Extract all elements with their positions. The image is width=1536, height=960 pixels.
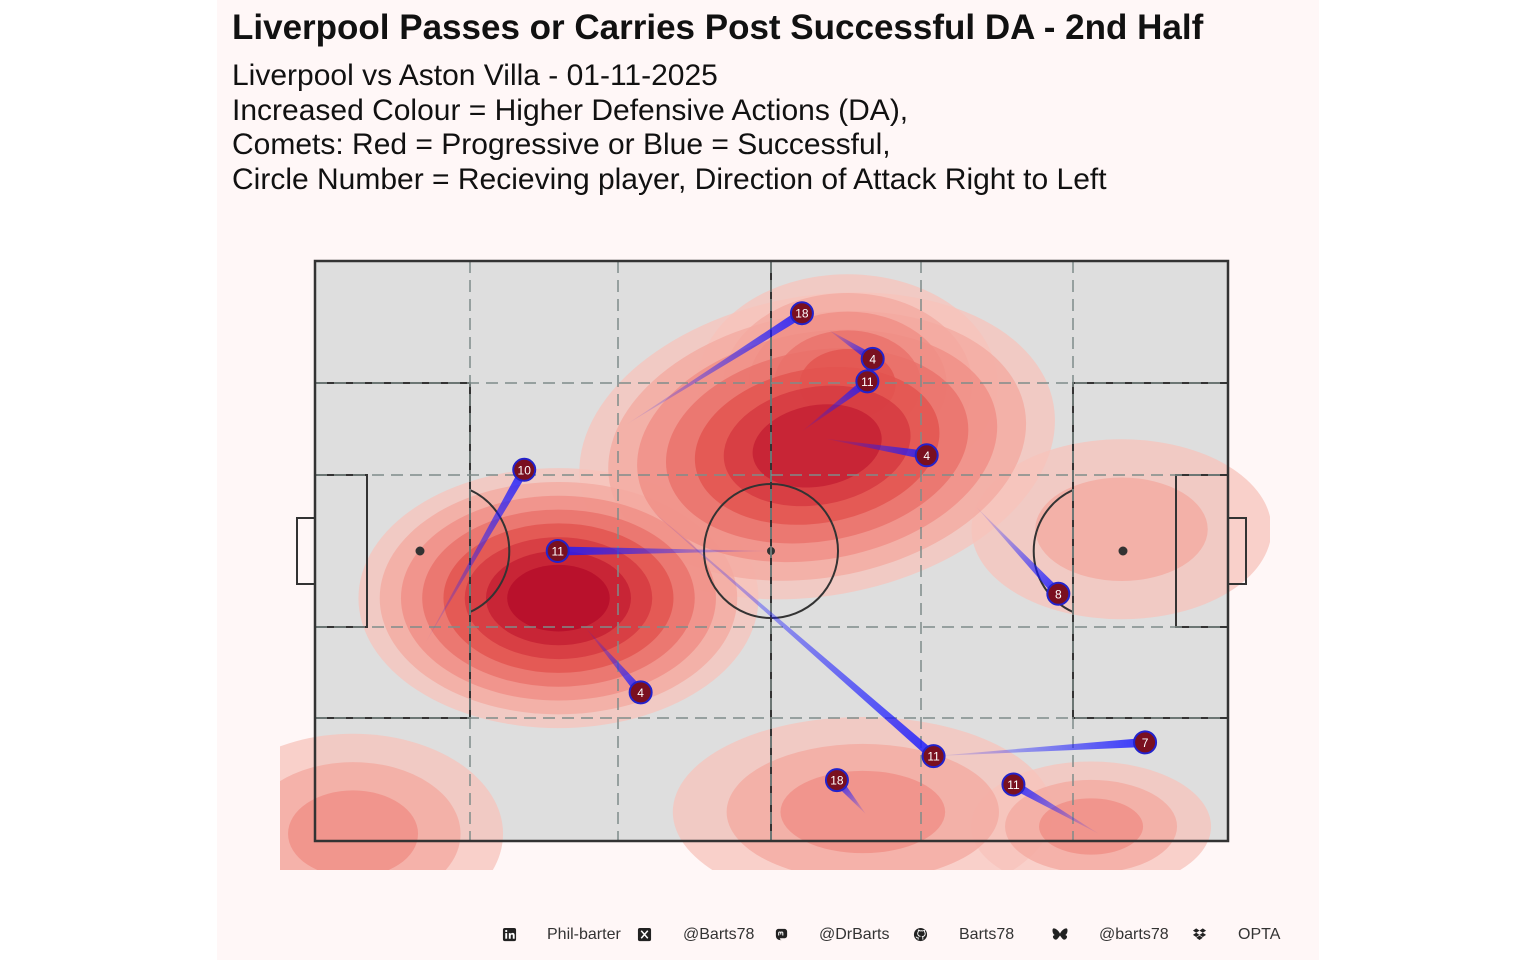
receiver-marker-circle bbox=[1046, 581, 1071, 606]
comet-layer bbox=[426, 309, 1146, 834]
comet-line bbox=[824, 438, 928, 460]
footer-mastodon-text: @DrBarts bbox=[819, 926, 890, 943]
comet-line bbox=[557, 546, 772, 556]
footer-github-text: Barts78 bbox=[959, 926, 1015, 943]
chart-subtitle-line-3: Comets: Red = Progressive or Blue = Succ… bbox=[232, 128, 891, 161]
density-contour bbox=[507, 564, 610, 632]
footer-x-text: @Barts78 bbox=[683, 926, 755, 943]
right-penalty-spot bbox=[1118, 546, 1128, 556]
comet-line bbox=[648, 507, 937, 760]
linkedin-icon bbox=[502, 927, 517, 942]
left-penalty-arc bbox=[469, 489, 511, 613]
github-icon bbox=[913, 927, 928, 942]
density-contour bbox=[752, 404, 882, 488]
comet-line bbox=[933, 737, 1146, 757]
marker-layer: 18 4 11 4 10 11 4 8 11 7 18 11 bbox=[512, 301, 1158, 797]
receiver-player-number: 11 bbox=[1007, 778, 1020, 792]
receiver-marker: 11 bbox=[921, 744, 946, 769]
receiver-player-number: 4 bbox=[923, 449, 930, 463]
receiver-player-number: 4 bbox=[637, 686, 644, 700]
chart-subtitle-line-4: Circle Number = Recieving player, Direct… bbox=[232, 163, 1107, 196]
receiver-marker-circle bbox=[545, 539, 570, 563]
receiver-player-number: 8 bbox=[1055, 587, 1062, 601]
receiver-marker: 8 bbox=[1046, 581, 1071, 606]
left-goal bbox=[296, 517, 316, 585]
comet-line bbox=[1011, 780, 1099, 834]
receiver-player-number: 11 bbox=[927, 750, 940, 764]
comet-line bbox=[801, 377, 871, 432]
density-contour bbox=[780, 770, 946, 854]
footer-data-source-text: OPTA bbox=[1238, 926, 1281, 943]
left-penalty-spot bbox=[415, 546, 425, 556]
receiver-marker: 11 bbox=[1001, 772, 1026, 797]
receiver-marker-circle bbox=[855, 369, 880, 394]
chart-subtitle-line-2: Increased Colour = Higher Defensive Acti… bbox=[232, 94, 909, 127]
footer-linkedin-text: Phil-barter bbox=[547, 926, 621, 943]
receiver-player-number: 11 bbox=[551, 545, 564, 559]
x-twitter-icon bbox=[637, 927, 652, 942]
bluesky-icon bbox=[1052, 928, 1068, 940]
footer-bluesky-text: @barts78 bbox=[1099, 926, 1169, 943]
receiver-marker: 18 bbox=[789, 301, 814, 326]
receiver-marker-circle bbox=[914, 443, 939, 468]
chart-title: Liverpool Passes or Carries Post Success… bbox=[232, 8, 1204, 47]
receiver-marker-circle bbox=[789, 301, 814, 326]
receiver-marker: 10 bbox=[512, 457, 537, 482]
chart-subtitle-line-1: Liverpool vs Aston Villa - 01-11-2025 bbox=[232, 59, 718, 92]
receiver-player-number: 4 bbox=[869, 352, 876, 366]
receiver-marker: 11 bbox=[855, 369, 880, 394]
receiver-marker-circle bbox=[1001, 772, 1026, 797]
receiver-marker-circle bbox=[1133, 730, 1158, 755]
receiver-player-number: 7 bbox=[1142, 736, 1149, 750]
receiver-marker-circle bbox=[512, 457, 537, 482]
receiver-player-number: 11 bbox=[861, 375, 874, 389]
receiver-marker: 4 bbox=[914, 443, 939, 468]
mastodon-icon bbox=[775, 928, 788, 941]
receiver-marker: 4 bbox=[628, 680, 653, 705]
receiver-marker: 11 bbox=[545, 539, 570, 563]
pitch-border bbox=[313, 259, 1230, 843]
footer: Phil-barter @Barts78 @DrBarts Barts78 @b… bbox=[0, 924, 1536, 948]
density-contour bbox=[288, 790, 419, 870]
comet-line bbox=[976, 506, 1062, 597]
receiver-marker-circle bbox=[860, 346, 885, 371]
comet-line bbox=[626, 309, 805, 425]
receiver-marker: 18 bbox=[824, 768, 849, 793]
receiver-player-number: 18 bbox=[830, 774, 844, 788]
receiver-marker-circle bbox=[921, 744, 946, 769]
comet-line bbox=[426, 467, 529, 642]
receiver-marker: 4 bbox=[860, 346, 885, 371]
receiver-player-number: 18 bbox=[795, 307, 809, 321]
receiver-marker-circle bbox=[824, 768, 849, 793]
receiver-marker-circle bbox=[628, 680, 653, 705]
receiver-marker: 7 bbox=[1133, 730, 1158, 755]
dropbox-icon bbox=[1192, 928, 1207, 940]
comet-line bbox=[585, 627, 645, 696]
density-contour bbox=[1035, 477, 1208, 581]
receiver-player-number: 10 bbox=[518, 463, 532, 477]
